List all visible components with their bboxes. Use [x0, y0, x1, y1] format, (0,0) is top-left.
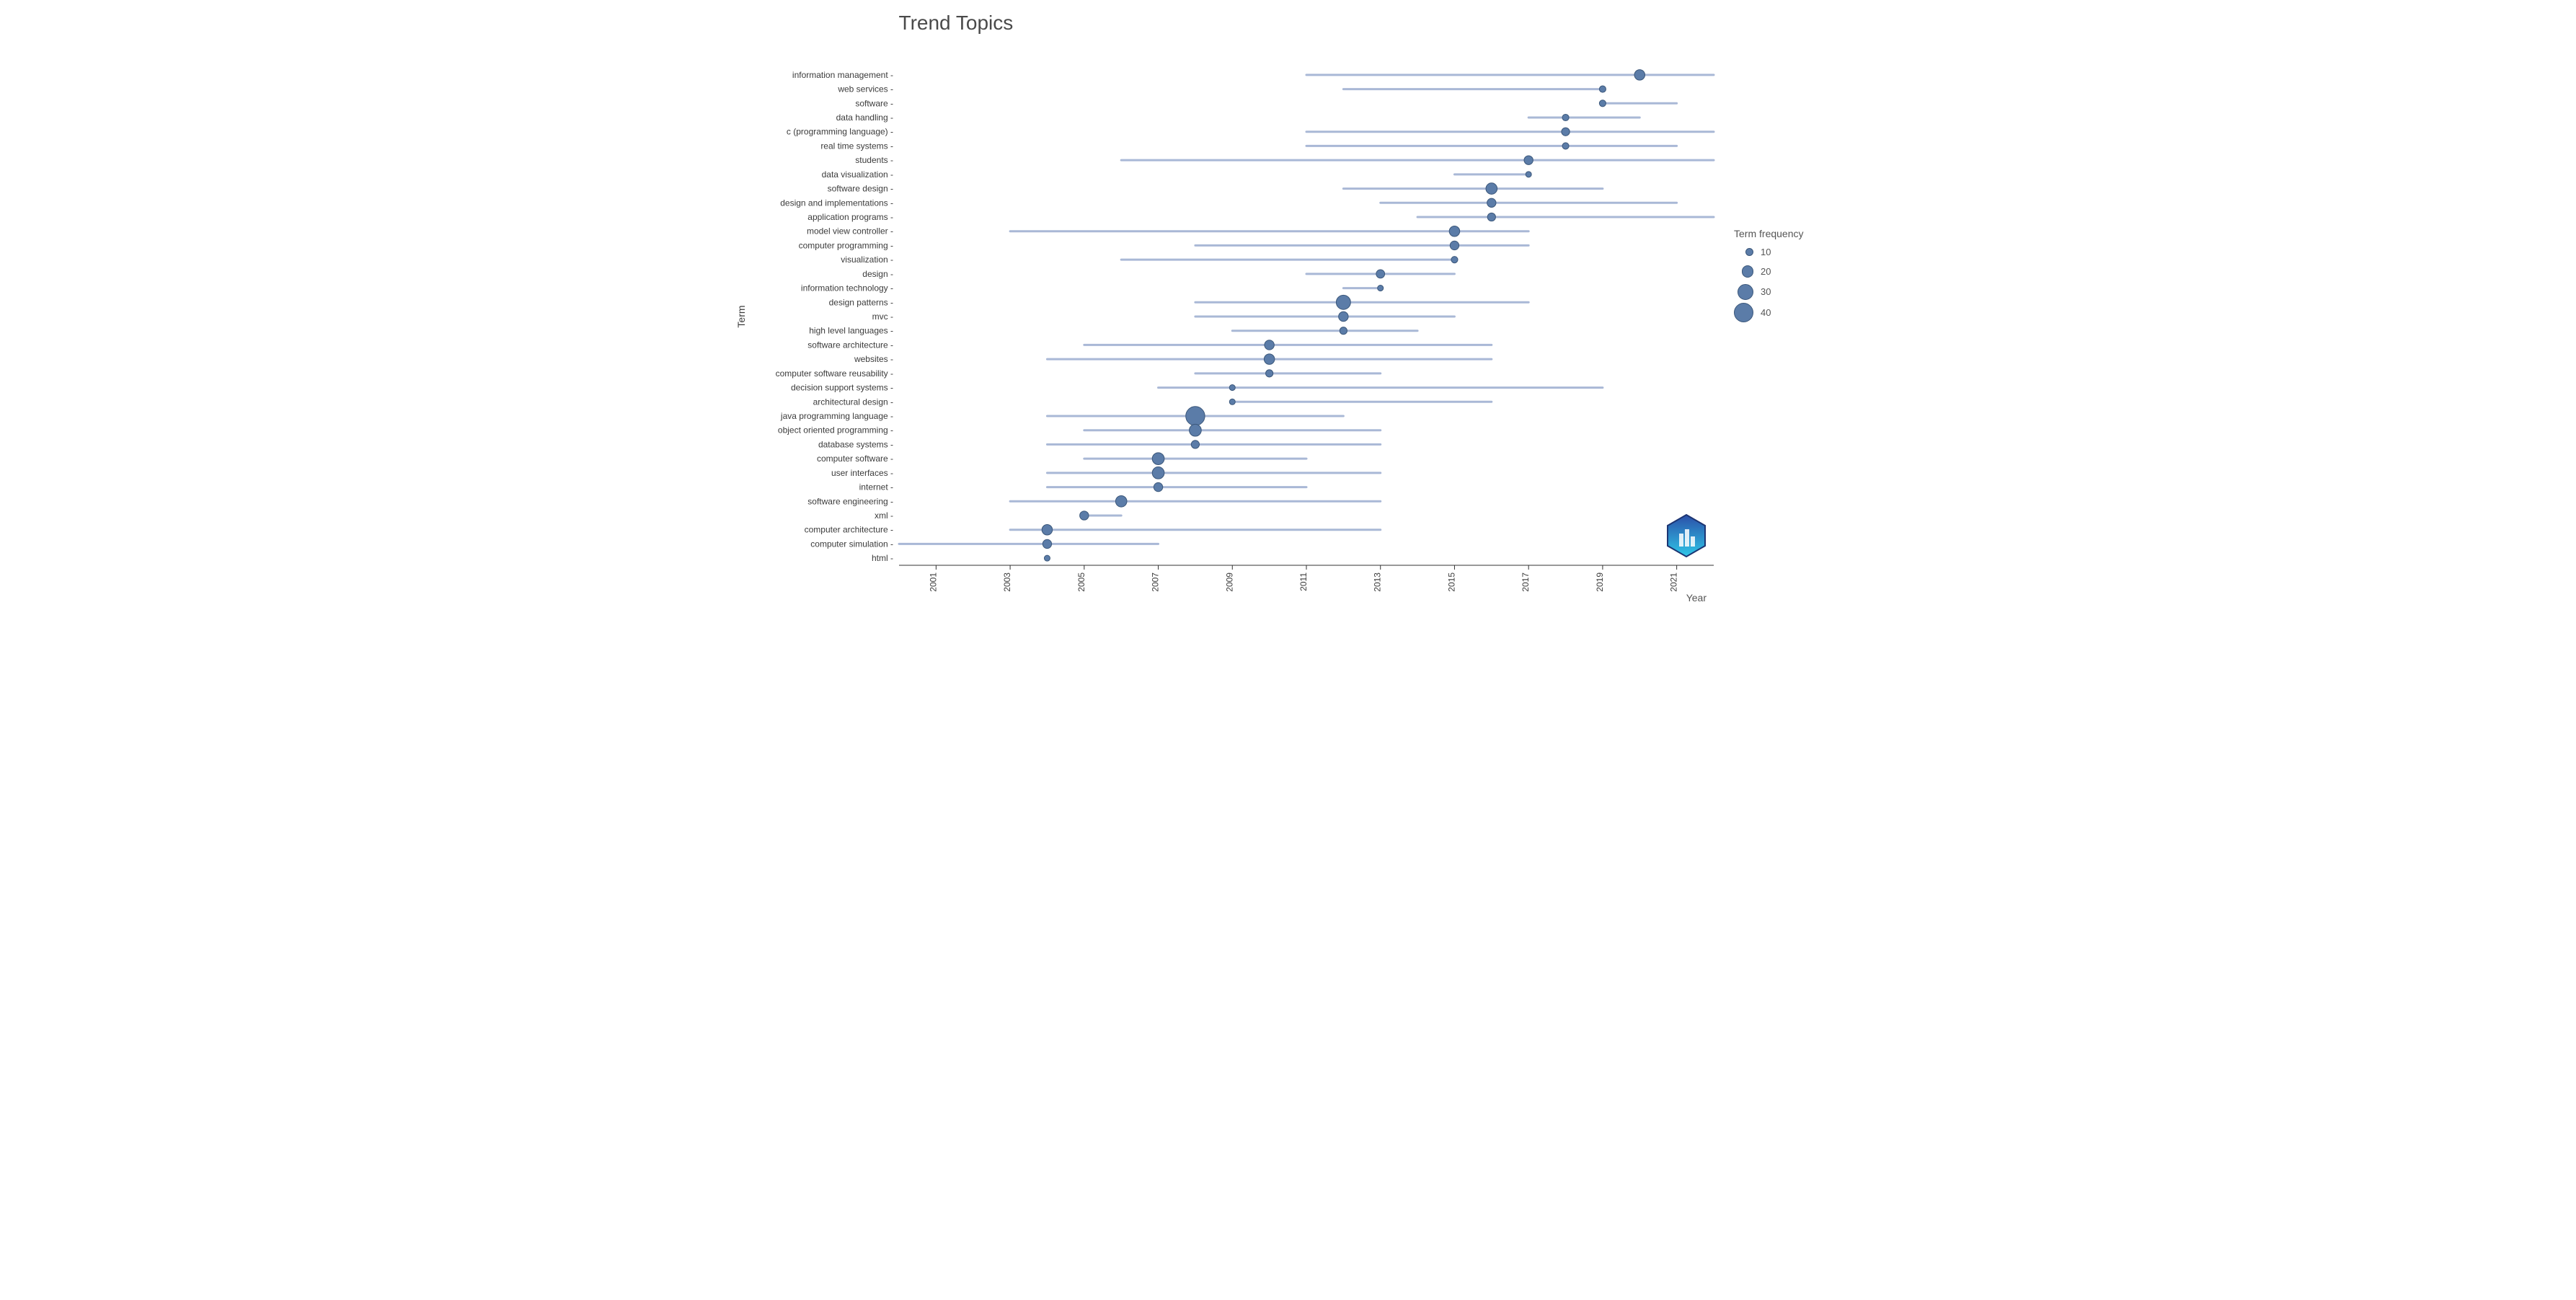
- svg-text:computer architecture -: computer architecture -: [804, 525, 893, 535]
- svg-text:2003: 2003: [1002, 572, 1012, 592]
- svg-text:java programming language -: java programming language -: [779, 411, 893, 421]
- svg-text:software design -: software design -: [827, 184, 893, 194]
- legend-label: 10: [1761, 247, 1771, 257]
- svg-text:c (programming language) -: c (programming language) -: [786, 127, 893, 137]
- chart-container: { "chart": { "type": "dotplot-range", "t…: [733, 0, 1844, 637]
- svg-text:architectural design -: architectural design -: [813, 397, 893, 407]
- svg-text:internet -: internet -: [859, 482, 893, 492]
- svg-text:students -: students -: [855, 155, 893, 165]
- svg-text:database systems -: database systems -: [818, 439, 893, 449]
- legend-item: 40: [1734, 303, 1771, 322]
- svg-text:web services -: web services -: [837, 84, 893, 94]
- svg-text:user interfaces -: user interfaces -: [831, 468, 893, 478]
- svg-text:software -: software -: [855, 98, 893, 108]
- svg-text:real time systems -: real time systems -: [820, 141, 893, 151]
- legend-item: 10: [1745, 247, 1771, 257]
- svg-text:2005: 2005: [1076, 572, 1086, 592]
- svg-text:data visualization -: data visualization -: [821, 169, 893, 180]
- svg-text:computer software -: computer software -: [816, 454, 893, 464]
- svg-text:2001: 2001: [928, 572, 938, 592]
- svg-text:high level languages -: high level languages -: [809, 326, 893, 336]
- svg-text:model view controller -: model view controller -: [806, 226, 893, 236]
- svg-text:websites -: websites -: [853, 354, 893, 364]
- svg-text:decision support systems -: decision support systems -: [790, 383, 893, 393]
- svg-text:computer software reusability: computer software reusability -: [775, 368, 893, 379]
- svg-text:information management -: information management -: [792, 70, 893, 80]
- legend-label: 30: [1761, 286, 1771, 297]
- svg-text:data handling -: data handling -: [836, 112, 893, 123]
- svg-text:2017: 2017: [1521, 572, 1531, 592]
- svg-text:2019: 2019: [1594, 572, 1604, 592]
- chart-title: Trend Topics: [899, 12, 1844, 35]
- svg-text:mvc -: mvc -: [872, 311, 893, 322]
- svg-text:software architecture -: software architecture -: [807, 340, 893, 350]
- legend-label: 40: [1761, 307, 1771, 318]
- svg-text:design -: design -: [862, 269, 893, 279]
- svg-text:2007: 2007: [1150, 572, 1160, 592]
- svg-text:visualization -: visualization -: [841, 255, 893, 265]
- svg-text:2013: 2013: [1372, 572, 1382, 592]
- legend-item: 30: [1738, 284, 1771, 300]
- legend-title: Term frequency: [1734, 228, 1803, 239]
- svg-text:design and implementations -: design and implementations -: [780, 198, 893, 208]
- svg-text:html -: html -: [872, 553, 893, 563]
- svg-text:design patterns -: design patterns -: [828, 297, 893, 307]
- svg-text:Term: Term: [735, 305, 747, 327]
- legend-item: 20: [1742, 265, 1771, 278]
- svg-text:object oriented programming -: object oriented programming -: [777, 425, 893, 435]
- svg-text:computer programming -: computer programming -: [798, 240, 893, 250]
- svg-text:2015: 2015: [1446, 572, 1456, 592]
- svg-text:2011: 2011: [1298, 572, 1309, 591]
- svg-text:Year: Year: [1686, 592, 1707, 603]
- bibliometrix-logo: [1666, 513, 1707, 558]
- svg-text:2021: 2021: [1668, 572, 1678, 592]
- svg-text:application programs -: application programs -: [807, 212, 893, 222]
- svg-text:information technology -: information technology -: [800, 283, 893, 293]
- svg-text:computer simulation -: computer simulation -: [810, 539, 893, 549]
- svg-text:xml -: xml -: [875, 510, 893, 521]
- svg-text:2009: 2009: [1224, 572, 1234, 592]
- svg-text:software engineering -: software engineering -: [807, 496, 893, 506]
- legend-label: 20: [1761, 266, 1771, 277]
